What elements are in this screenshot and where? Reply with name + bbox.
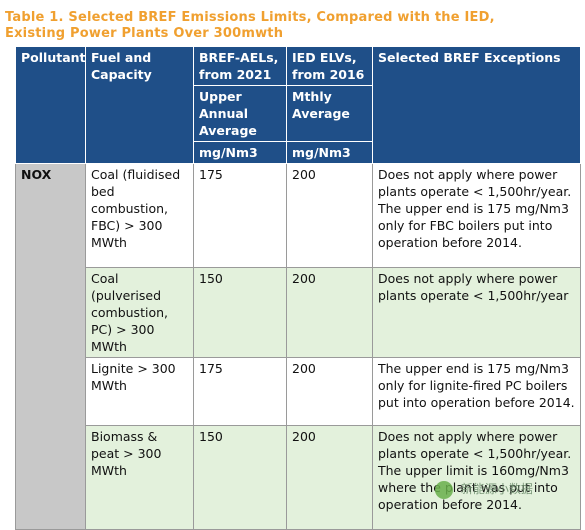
exception-cell: The upper end is 175 mg/Nm3 only for lig… bbox=[372, 357, 581, 426]
header-bref: BREF-AELs, from 2021 Upper Annual Averag… bbox=[193, 46, 287, 142]
ied-cell: 200 bbox=[286, 267, 373, 358]
exception-cell: Does not apply where power plants operat… bbox=[372, 163, 581, 268]
header-ied: IED ELVs, from 2016 Mthly Average bbox=[286, 46, 373, 142]
ied-cell: 200 bbox=[286, 425, 373, 530]
header-ied-title: IED ELVs, from 2016 bbox=[287, 47, 372, 86]
fuel-cell: Coal (fluidised bed combustion, FBC) > 3… bbox=[85, 163, 194, 268]
watermark-logo-icon bbox=[435, 480, 453, 499]
table-title: Table 1. Selected BREF Emissions Limits,… bbox=[5, 10, 580, 42]
fuel-cell: Lignite > 300 MWth bbox=[85, 357, 194, 426]
table-row: NOX Coal (fluidised bed combustion, FBC)… bbox=[15, 163, 581, 530]
ied-cell: 200 bbox=[286, 163, 373, 268]
watermark: 新能源小数据 bbox=[435, 480, 533, 499]
title-line-2: Existing Power Plants Over 300mwth bbox=[5, 26, 284, 41]
header-bref-unit: mg/Nm3 bbox=[193, 141, 287, 164]
bref-cell: 175 bbox=[193, 163, 287, 268]
header-row: Pollutant Fuel and Capacity BREF-AELs, f… bbox=[15, 46, 581, 164]
exception-cell: Does not apply where power plants operat… bbox=[372, 425, 581, 530]
title-line-1: Table 1. Selected BREF Emissions Limits,… bbox=[5, 10, 495, 25]
header-bref-title: BREF-AELs, from 2021 bbox=[194, 47, 286, 86]
ied-cell: 200 bbox=[286, 357, 373, 426]
pollutant-cell: NOX bbox=[15, 163, 86, 530]
header-pollutant: Pollutant bbox=[15, 46, 86, 164]
header-ied-unit: mg/Nm3 bbox=[286, 141, 373, 164]
fuel-cell: Biomass & peat > 300 MWth bbox=[85, 425, 194, 530]
exception-cell: Does not apply where power plants operat… bbox=[372, 267, 581, 358]
header-bref-sub: Upper Annual Average bbox=[199, 89, 257, 138]
fuel-cell: Coal (pulverised combustion, PC) > 300 M… bbox=[85, 267, 194, 358]
bref-cell: 175 bbox=[193, 357, 287, 426]
bref-cell: 150 bbox=[193, 267, 287, 358]
bref-cell: 150 bbox=[193, 425, 287, 530]
header-exceptions: Selected BREF Exceptions bbox=[372, 46, 581, 164]
table-row: Lignite > 300 MWth 175 200 The upper end… bbox=[15, 357, 581, 426]
watermark-text: 新能源小数据 bbox=[460, 482, 533, 496]
header-fuel: Fuel and Capacity bbox=[85, 46, 194, 164]
table-row: Biomass & peat > 300 MWth 150 200 Does n… bbox=[15, 425, 581, 530]
emissions-table: Pollutant Fuel and Capacity BREF-AELs, f… bbox=[15, 46, 581, 530]
header-ied-sub: Mthly Average bbox=[292, 89, 350, 121]
table-row: Coal (pulverised combustion, PC) > 300 M… bbox=[15, 267, 581, 358]
